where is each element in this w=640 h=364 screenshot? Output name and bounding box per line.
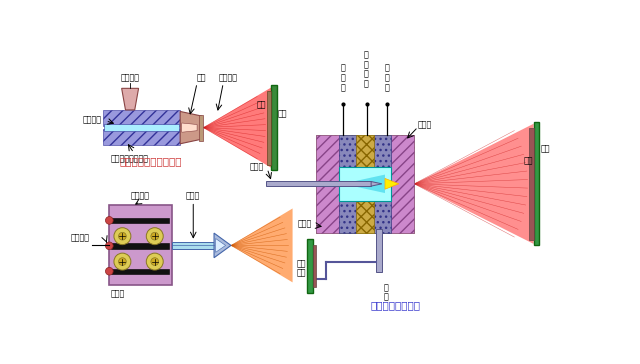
Bar: [316, 135, 339, 233]
Text: 钨电极: 钨电极: [250, 162, 264, 171]
Bar: [198, 115, 204, 141]
Text: 基体: 基体: [296, 260, 306, 268]
Text: 冷
却
水: 冷 却 水: [384, 64, 389, 92]
Bar: [374, 201, 391, 233]
Polygon shape: [414, 124, 534, 244]
Text: 送粉气道: 送粉气道: [83, 115, 102, 124]
Polygon shape: [371, 182, 382, 186]
Bar: [339, 135, 356, 167]
Polygon shape: [204, 88, 271, 168]
Polygon shape: [231, 209, 292, 282]
Bar: [534, 122, 539, 245]
Text: 涂层: 涂层: [524, 156, 533, 165]
Bar: [111, 218, 170, 223]
Bar: [271, 85, 277, 170]
Bar: [104, 124, 179, 131]
Circle shape: [151, 232, 159, 240]
Bar: [339, 201, 356, 233]
Polygon shape: [214, 233, 231, 258]
Bar: [111, 243, 170, 249]
Text: 金属丝: 金属丝: [111, 289, 125, 298]
Bar: [109, 205, 172, 285]
Circle shape: [106, 242, 113, 250]
Polygon shape: [182, 123, 197, 132]
Polygon shape: [180, 111, 202, 144]
Circle shape: [118, 258, 126, 265]
Text: 基体: 基体: [278, 109, 287, 118]
Circle shape: [147, 228, 163, 245]
Polygon shape: [385, 178, 399, 189]
Bar: [103, 110, 180, 126]
Circle shape: [118, 232, 126, 240]
Text: 喷涂粉末: 喷涂粉末: [120, 73, 140, 82]
Bar: [376, 229, 382, 272]
Text: 等离子喷涂原理图: 等离子喷涂原理图: [371, 300, 420, 310]
Bar: [339, 167, 391, 201]
Text: 粉
末: 粉 末: [383, 283, 388, 302]
Bar: [111, 269, 170, 274]
Circle shape: [114, 253, 131, 270]
Polygon shape: [216, 238, 225, 252]
Text: 燃烧火焰: 燃烧火焰: [219, 73, 237, 82]
Text: 丝导管: 丝导管: [186, 192, 200, 201]
Text: 喷嘴: 喷嘴: [197, 73, 207, 82]
Text: 等
离
子
气: 等 离 子 气: [364, 50, 369, 88]
Bar: [391, 135, 414, 233]
Text: 氧－乙炔混合气道: 氧－乙炔混合气道: [111, 155, 149, 163]
Polygon shape: [122, 88, 139, 110]
Polygon shape: [342, 175, 385, 193]
Text: 压缩空气: 压缩空气: [70, 233, 90, 242]
Bar: [103, 129, 180, 145]
Bar: [312, 245, 316, 287]
Bar: [267, 91, 271, 165]
Bar: [307, 239, 312, 293]
Text: 冷
却
水: 冷 却 水: [341, 64, 346, 92]
Circle shape: [147, 253, 163, 270]
Text: 涂层: 涂层: [296, 269, 306, 278]
Text: 涂层: 涂层: [257, 100, 266, 109]
Bar: [529, 128, 534, 240]
Text: 粉末－火焰喷涂示意图: 粉末－火焰喷涂示意图: [120, 156, 182, 166]
Bar: [356, 201, 374, 233]
Bar: [266, 181, 371, 186]
Text: 基体: 基体: [541, 145, 550, 154]
Circle shape: [106, 217, 113, 224]
Circle shape: [114, 228, 131, 245]
Bar: [316, 135, 414, 233]
Text: 前枪体: 前枪体: [418, 121, 433, 130]
Circle shape: [151, 258, 159, 265]
Text: 后枪体: 后枪体: [298, 219, 312, 228]
Bar: [172, 242, 214, 249]
Bar: [374, 135, 391, 167]
Circle shape: [106, 268, 113, 275]
Text: 送丝机构: 送丝机构: [131, 192, 150, 201]
Bar: [356, 135, 374, 167]
